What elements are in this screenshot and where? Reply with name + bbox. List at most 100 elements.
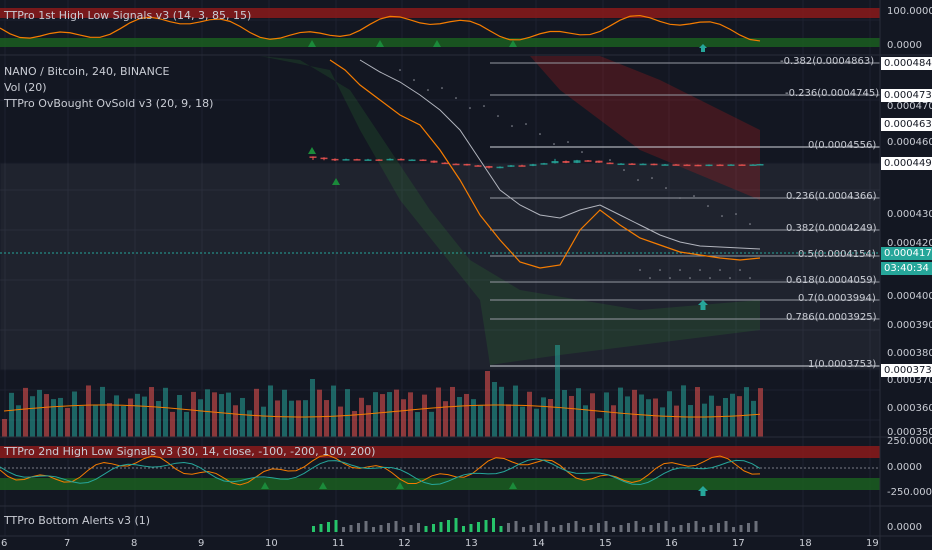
volume-bar [646, 399, 651, 437]
signal-dot [735, 213, 737, 215]
volume-bar [751, 400, 756, 437]
alert-bar [732, 527, 735, 532]
price-tag: 0.0004493 [881, 157, 932, 170]
volume-bar [100, 386, 105, 437]
volume-bar [674, 405, 679, 437]
volume-bar [247, 410, 252, 437]
volume-bar [422, 394, 427, 437]
volume-bar [450, 386, 455, 437]
top-signal-icon [308, 40, 316, 47]
time-axis-label: 9 [198, 538, 205, 549]
volume-bar [142, 396, 147, 437]
volume-bar [464, 393, 469, 437]
alert-bar [439, 522, 443, 532]
alert-bar [424, 526, 428, 532]
volume-bar [611, 405, 616, 437]
signal-dot [639, 269, 641, 271]
price-axis-label: 250.0000 [887, 436, 932, 447]
volume-bar [387, 392, 392, 437]
volume-title[interactable]: Vol (20) [4, 81, 47, 94]
volume-bar [506, 404, 511, 437]
alert-bar [484, 520, 488, 532]
candle-body [353, 159, 361, 161]
volume-bar [513, 385, 518, 437]
volume-bar [331, 385, 336, 437]
candle-body [375, 159, 383, 161]
signal-dot [413, 79, 415, 81]
candle-body [320, 157, 328, 160]
volume-bar [93, 404, 98, 437]
volume-bar [688, 405, 693, 437]
time-axis-label: 12 [398, 538, 411, 549]
fib-level-label: 0.786(0.0003925) [786, 312, 877, 323]
volume-bar [555, 345, 560, 437]
candle-body [716, 164, 724, 167]
volume-bar [709, 395, 714, 437]
volume-bar [625, 396, 630, 437]
signal-dot [693, 195, 695, 197]
price-axis-label: 0.0000 [887, 40, 922, 51]
alert-bar [574, 521, 578, 532]
signal-dot [665, 187, 667, 189]
candle-body [672, 164, 680, 166]
candle-body [540, 163, 548, 165]
signal-dot [553, 143, 555, 145]
candle-body [364, 159, 372, 161]
alert-bar [649, 525, 653, 532]
alert-bar [612, 527, 615, 532]
volume-bar [457, 397, 462, 437]
alert-bar [709, 525, 713, 532]
alert-bar [319, 524, 323, 532]
osc-signal-icon [396, 482, 404, 489]
signal-dot [567, 141, 569, 143]
volume-bar [149, 387, 154, 437]
volume-bar [9, 392, 14, 437]
volume-bar [380, 394, 385, 437]
obos-title[interactable]: TTPro OvBought OvSold v3 (20, 9, 18) [4, 97, 214, 110]
volume-bar [492, 382, 497, 437]
candle-body [408, 159, 416, 162]
volume-bar [471, 399, 476, 437]
alert-bar [747, 523, 750, 532]
volume-bar [177, 394, 182, 437]
signal-dot [649, 277, 651, 279]
candle-body [485, 166, 493, 168]
alert-bar [312, 526, 315, 532]
alert-bar [679, 525, 683, 532]
volume-bar [359, 397, 364, 437]
signal-dot [581, 151, 583, 153]
volume-bar [660, 407, 665, 437]
alert-bar [702, 527, 705, 532]
alert-bar [349, 525, 353, 532]
volume-bar [415, 412, 420, 437]
volume-bar [541, 397, 546, 437]
candle-body [617, 163, 625, 165]
volume-bar [184, 411, 189, 437]
volume-bar [121, 406, 126, 437]
volume-bar [499, 386, 504, 437]
candle-body [639, 163, 647, 166]
volume-bar [296, 400, 301, 437]
volume-bar [135, 393, 140, 437]
symbol-title[interactable]: NANO / Bitcoin, 240, BINANCE [4, 65, 170, 78]
signal-dot [679, 269, 681, 271]
volume-bar [170, 411, 175, 437]
volume-bar [485, 371, 490, 437]
signal-dot [749, 223, 751, 225]
price-tag: 0.0003738 [881, 364, 932, 377]
alert-bar [544, 521, 548, 532]
volume-bar [702, 403, 707, 437]
alert-bar [522, 527, 525, 532]
alert-bar [687, 523, 690, 532]
volume-bar [737, 396, 742, 437]
alert-bar [499, 526, 503, 532]
alert-bar [634, 521, 638, 532]
signal-dot [689, 277, 691, 279]
second-pane-title: TTPro 2nd High Low Signals v3 (30, 14, c… [4, 445, 376, 458]
candle-body [309, 156, 317, 158]
alert-bar [417, 523, 420, 532]
volume-bar [478, 405, 483, 437]
